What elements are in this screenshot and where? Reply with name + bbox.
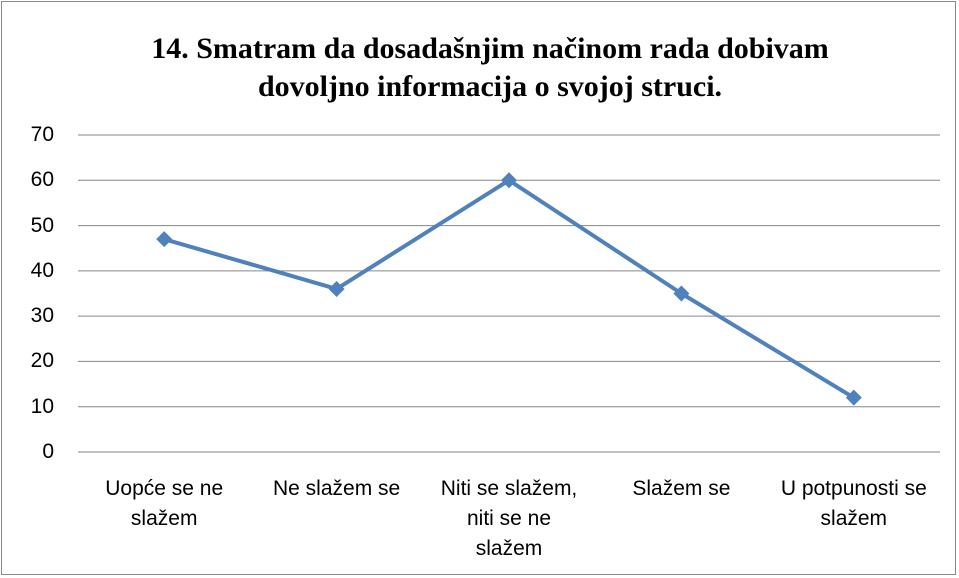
marker — [156, 231, 173, 248]
y-tick-label: 70 — [30, 123, 54, 146]
chart-title: 14. Smatram da dosadašnjim načinom rada … — [151, 32, 829, 103]
y-tick-label: 30 — [30, 304, 54, 328]
x-tick-label: Slažem se — [632, 477, 731, 500]
x-tick-label: U potpunosti se slažem — [780, 477, 927, 530]
y-tick-label: 40 — [30, 258, 54, 282]
line — [163, 178, 855, 400]
x-tick-label: Niti se slažem, niti se ne slažem — [440, 477, 578, 560]
x-tick-label: Ne slažem se — [272, 477, 401, 500]
marker — [845, 389, 862, 406]
marker — [501, 172, 517, 189]
y-tick-label: 60 — [30, 168, 54, 192]
marker — [328, 280, 345, 297]
y-tick-label: 20 — [30, 349, 54, 373]
y-tick-label: 50 — [30, 213, 54, 237]
marker — [673, 285, 690, 302]
y-tick-label: 10 — [30, 394, 54, 418]
y-tick-label: 0 — [42, 440, 54, 463]
x-tick-label: Uopće se ne slažem — [105, 477, 224, 530]
